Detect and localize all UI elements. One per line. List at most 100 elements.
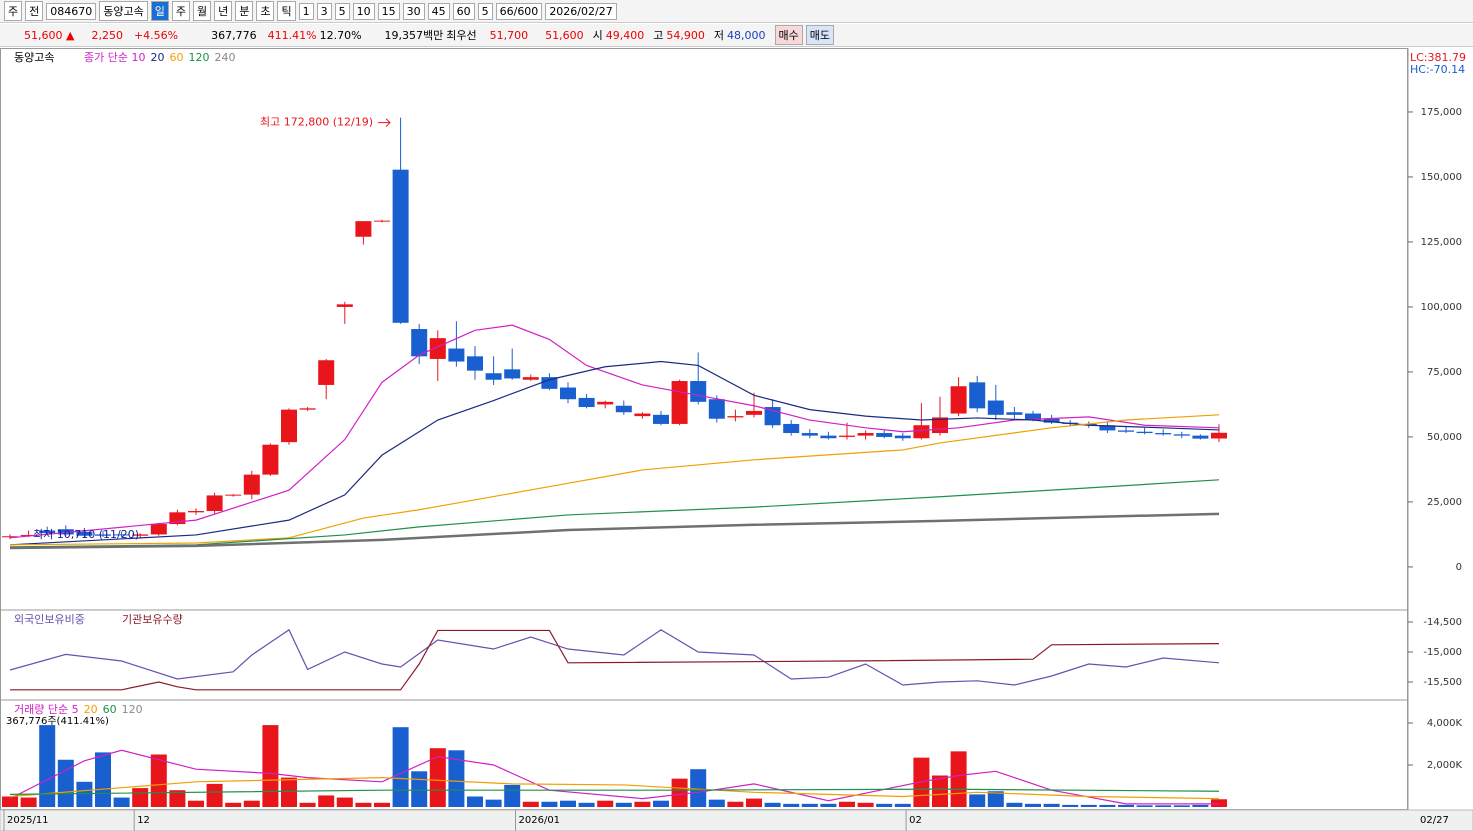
- toolbar-item[interactable]: 월: [192, 1, 212, 21]
- volume-bar: [504, 784, 521, 807]
- label: 시: [592, 29, 603, 42]
- low: 48,000: [727, 28, 766, 42]
- legend-item: 120: [188, 51, 209, 64]
- toolbar-item[interactable]: 084670: [46, 2, 97, 20]
- legend-item: 60: [103, 703, 117, 716]
- line: [9, 776, 1220, 800]
- toolbar-item[interactable]: 주: [4, 1, 23, 21]
- toolbar-item[interactable]: 틱: [277, 1, 296, 21]
- amount: 19,357백만: [384, 29, 444, 42]
- volume-bar: [653, 800, 669, 807]
- volume-bar: [1099, 804, 1116, 807]
- candle-body: [560, 387, 576, 400]
- volume-bar: [225, 802, 242, 807]
- candle-body: [578, 397, 595, 408]
- candle-body: [448, 348, 465, 362]
- candle-body: [597, 401, 614, 405]
- volume-bar: [522, 801, 539, 807]
- toolbar-item[interactable]: 2026/02/27: [545, 2, 617, 20]
- buy-button[interactable]: 매수: [774, 25, 803, 45]
- line: [9, 749, 1219, 805]
- candle-body: [820, 435, 837, 439]
- toolbar-item[interactable]: 5: [477, 2, 493, 20]
- candle-body: [1211, 432, 1227, 439]
- candle-body: [467, 356, 483, 371]
- volume-bar: [1062, 804, 1079, 807]
- y-tick-label: 4,000K: [1427, 718, 1463, 729]
- volume-bar: [560, 800, 576, 807]
- candle-body: [876, 433, 893, 437]
- candle-body: [225, 494, 242, 496]
- y-tick-label: 100,000: [1421, 302, 1462, 313]
- volume-bar: [1136, 805, 1153, 807]
- candle-body: [243, 474, 260, 495]
- volume-bar: [150, 754, 167, 807]
- toolbar-item[interactable]: 10: [352, 2, 375, 20]
- volume-bar: [727, 801, 744, 807]
- volume-bar: [708, 799, 725, 807]
- candle-body: [188, 511, 204, 513]
- candle-body: [429, 338, 446, 359]
- volume-bar: [318, 795, 335, 807]
- price: 51,600 ▲: [24, 28, 75, 42]
- toolbar-item[interactable]: 66/600: [495, 2, 543, 20]
- candle-body: [206, 495, 223, 512]
- candle-body: [671, 381, 688, 424]
- line: [9, 512, 1220, 550]
- candle-body: [913, 425, 930, 439]
- toolbar-item[interactable]: 3: [316, 2, 332, 20]
- volume-bar: [1043, 803, 1060, 807]
- toolbar-item[interactable]: 초: [256, 1, 275, 21]
- y-tick-label: -14,500: [1423, 617, 1462, 628]
- toolbar-item[interactable]: 주: [171, 1, 190, 21]
- toolbar-item[interactable]: 전: [25, 1, 44, 21]
- candle-body: [969, 382, 986, 409]
- candle-body: [839, 435, 855, 437]
- frame: [0, 48, 1408, 810]
- line: [9, 479, 1220, 548]
- volume-bar: [39, 725, 56, 807]
- volume-bar: [411, 771, 428, 807]
- toolbar-item[interactable]: 일: [150, 1, 169, 21]
- rate: +4.56%: [133, 28, 179, 42]
- candle-body: [1173, 434, 1190, 436]
- volume-bar: [634, 801, 651, 807]
- candle-body: [653, 414, 669, 424]
- volume-bar: [857, 802, 874, 807]
- volume-bar: [485, 799, 502, 807]
- line: [9, 788, 1220, 795]
- volume-bar: [1211, 799, 1227, 807]
- legend-item: 20: [84, 703, 98, 716]
- toolbar-item[interactable]: 15: [377, 2, 400, 20]
- volume-bar: [281, 777, 297, 807]
- toolbar-item[interactable]: 분: [235, 1, 254, 21]
- candle-body: [2, 536, 18, 538]
- y-tick-label: 25,000: [1427, 497, 1462, 508]
- toolbar-item[interactable]: 5: [334, 2, 350, 20]
- volume-bar: [2, 796, 18, 807]
- volume-bar: [355, 802, 372, 807]
- toolbar-item[interactable]: 60: [452, 2, 475, 20]
- toolbar-item[interactable]: 1: [298, 2, 314, 20]
- volume-bar: [597, 800, 614, 807]
- candle-body: [1043, 418, 1060, 423]
- volume-bar: [801, 803, 818, 807]
- y-tick-label: -15,500: [1423, 677, 1462, 688]
- hc: HC:-70.14: [1410, 63, 1465, 76]
- toolbar-item[interactable]: 45: [427, 2, 450, 20]
- toolbar-item[interactable]: 동양고속: [99, 1, 148, 21]
- volume-bar: [820, 803, 837, 807]
- volume-bar: [1173, 805, 1190, 807]
- label: 저: [713, 29, 725, 42]
- info-bar: 51,600 ▲ 2,250 +4.56% 367,776 411.41% 12…: [0, 24, 1473, 47]
- volume-bar: [932, 775, 948, 807]
- candle-body: [336, 304, 353, 307]
- candle-body: [57, 529, 74, 535]
- candle-body: [690, 381, 707, 402]
- candle-body: [1136, 431, 1153, 434]
- toolbar-item[interactable]: 30: [402, 2, 425, 20]
- toolbar-item[interactable]: 년: [214, 1, 233, 21]
- sell-button[interactable]: 매도: [805, 25, 835, 45]
- volume-bar: [336, 797, 353, 807]
